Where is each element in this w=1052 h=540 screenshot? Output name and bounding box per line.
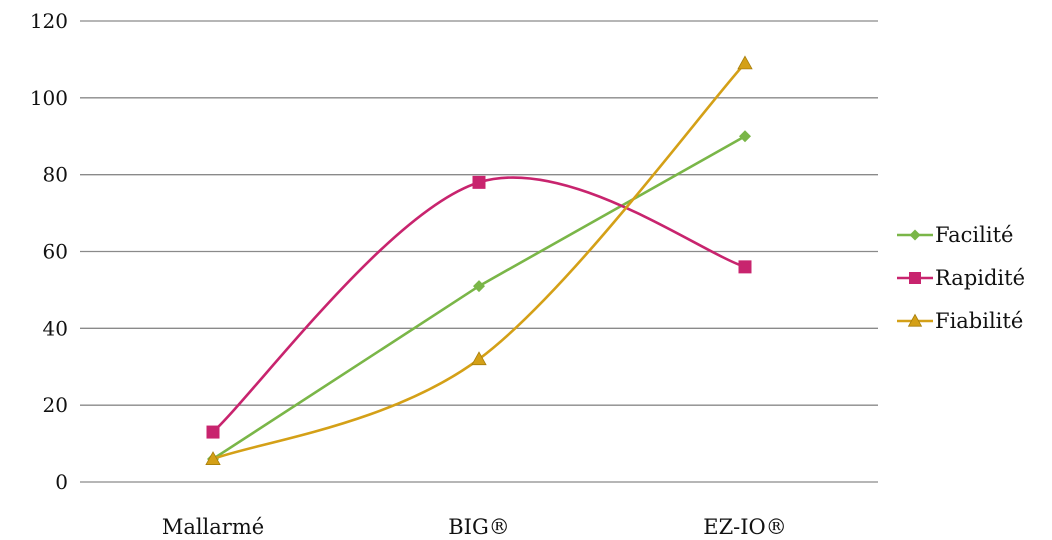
data-point — [471, 351, 487, 366]
x-category-label: EZ-IO® — [703, 515, 787, 539]
data-point — [473, 280, 485, 293]
data-point — [206, 425, 220, 439]
legend-marker — [909, 272, 921, 284]
series-line — [212, 62, 746, 461]
gridlines — [80, 20, 878, 483]
series-line — [212, 176, 746, 434]
data-point — [472, 175, 486, 189]
y-axis-ticks: 0 20 40 60 80 100 120 — [30, 9, 68, 494]
y-tick-label: 20 — [43, 393, 68, 417]
y-tick-label: 120 — [30, 9, 68, 33]
legend-item: Fiabilité — [897, 309, 1023, 333]
series-1 — [206, 175, 752, 439]
legend-marker — [907, 313, 923, 327]
x-axis-categories: Mallarmé BIG® EZ-IO® — [162, 515, 787, 539]
x-category-label: BIG® — [448, 515, 510, 539]
series-layer — [205, 55, 753, 465]
series-0 — [207, 130, 751, 465]
legend: Facilité Rapidité Fiabilité — [897, 223, 1025, 333]
x-category-label: Mallarmé — [162, 515, 264, 539]
legend-item: Rapidité — [897, 266, 1025, 290]
legend-label: Facilité — [935, 223, 1013, 247]
y-tick-label: 40 — [43, 316, 68, 340]
data-point — [205, 451, 221, 465]
data-point — [739, 130, 751, 143]
y-tick-label: 100 — [30, 86, 68, 110]
legend-marker — [909, 229, 921, 241]
legend-label: Fiabilité — [935, 309, 1023, 333]
data-point — [738, 260, 752, 274]
y-tick-label: 60 — [43, 240, 68, 264]
y-tick-label: 80 — [43, 163, 68, 187]
data-point — [737, 55, 753, 70]
y-tick-label: 0 — [55, 470, 68, 494]
legend-label: Rapidité — [935, 266, 1025, 290]
legend-item: Facilité — [897, 223, 1013, 247]
series-2 — [205, 55, 753, 465]
